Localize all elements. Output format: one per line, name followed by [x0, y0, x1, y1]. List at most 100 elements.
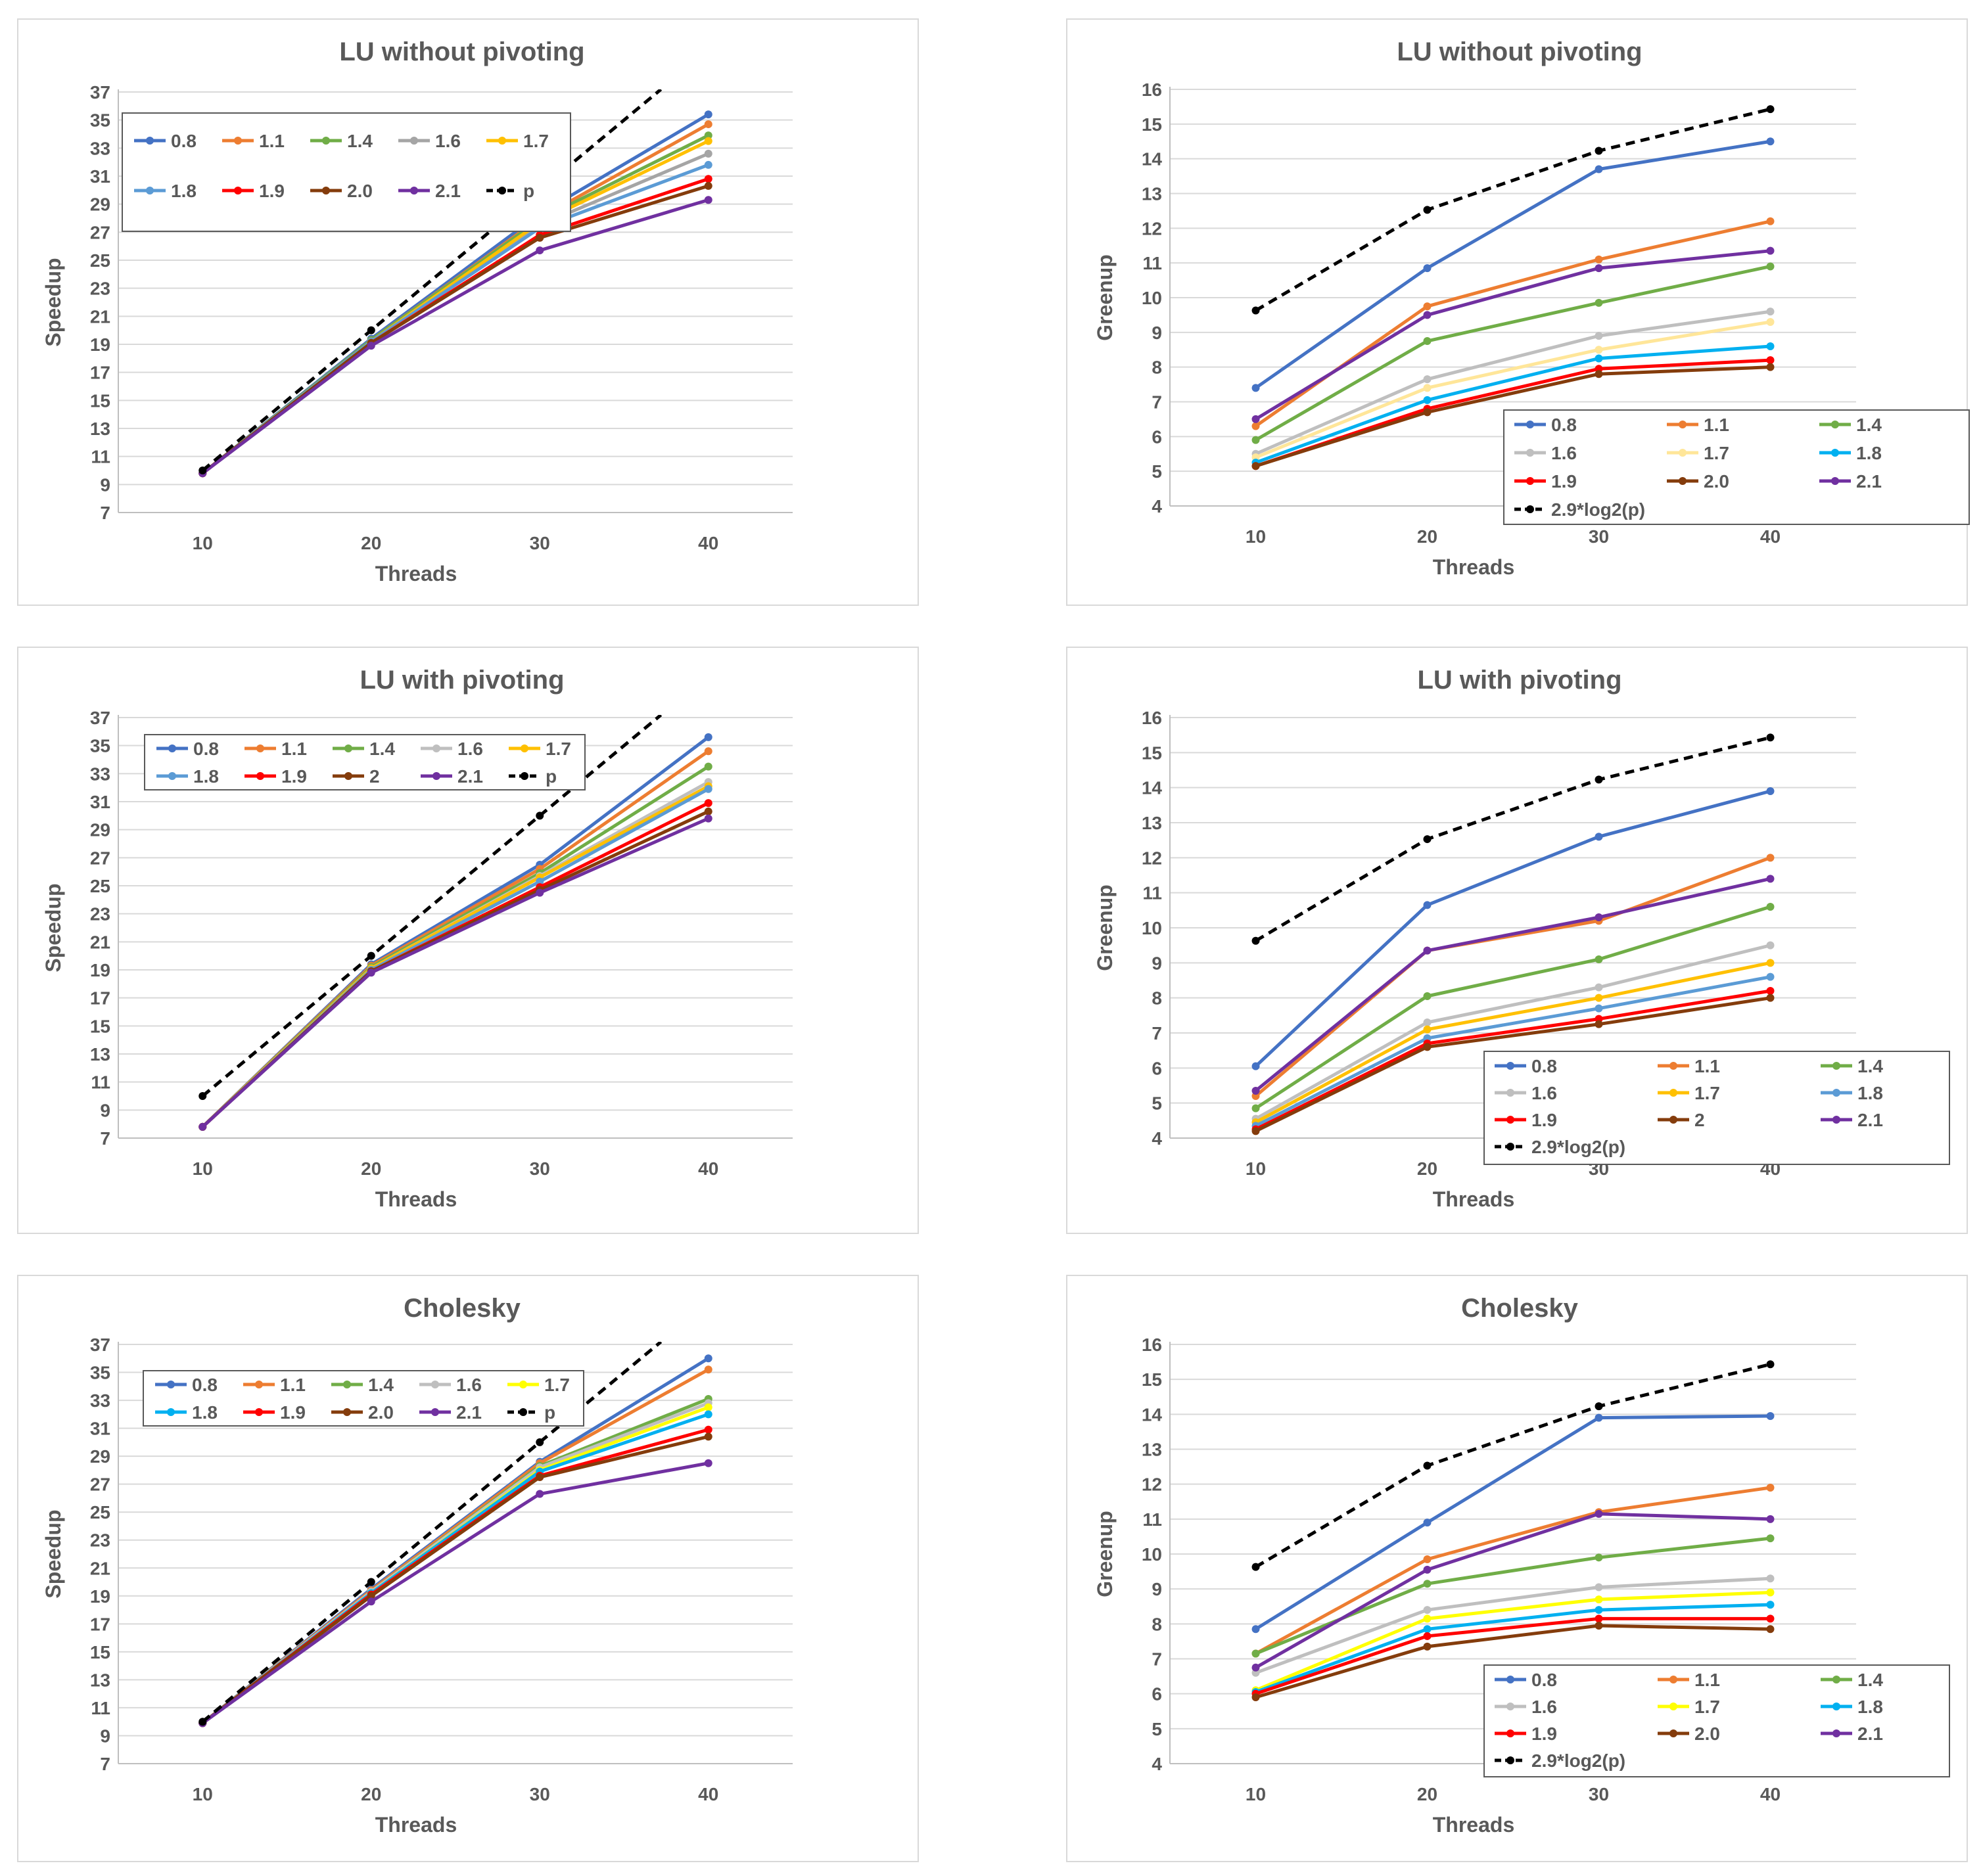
- y-tick-label: 23: [90, 904, 110, 925]
- data-point-1.9: [1595, 1614, 1603, 1623]
- data-point-2.1: [367, 342, 375, 350]
- y-tick-label: 12: [1142, 218, 1162, 239]
- data-point-0.8: [1423, 901, 1432, 909]
- chart-panel-speedup-cholesky: Cholesky 7 9 11 13 15 17 19 21 23 25 27 29 31 33 35 37 10…: [17, 1275, 919, 1862]
- legend-marker-1.8: [168, 772, 176, 780]
- data-point-1.1: [1251, 422, 1260, 430]
- y-tick-label: 11: [91, 1698, 110, 1718]
- y-tick-label: 31: [90, 792, 110, 812]
- legend-label: 1.8: [192, 1402, 218, 1423]
- legend-marker-1.8: [1832, 1089, 1840, 1097]
- x-tick-label: 30: [530, 533, 550, 553]
- y-tick-label: 8: [1152, 1614, 1162, 1634]
- legend-marker-1.4: [343, 1381, 351, 1388]
- legend-label: 1.9: [280, 1402, 306, 1423]
- y-tick-label: 7: [100, 1754, 110, 1774]
- data-point-2.0: [1251, 1693, 1260, 1701]
- y-axis-title: Speedup: [41, 1509, 65, 1598]
- y-tick-label: 29: [90, 1446, 110, 1467]
- data-point-0.8: [1423, 1519, 1432, 1527]
- legend-label: 0.8: [171, 131, 197, 151]
- legend: 0.8 1.1 1.4 1.6 1.7 1.8 1.9 2 2.1 2.9*log2(p): [1483, 1051, 1950, 1165]
- legend-label: 0.8: [1531, 1670, 1557, 1690]
- legend-marker-2.1: [431, 1408, 439, 1416]
- data-point-1.8: [1766, 342, 1775, 350]
- legend-label: 2.0: [368, 1402, 394, 1423]
- y-tick-label: 27: [90, 1475, 110, 1495]
- data-point-1.7: [1423, 1614, 1432, 1623]
- data-point-1.4: [1251, 1104, 1260, 1112]
- chart-title: LU without pivoting: [1397, 37, 1642, 66]
- y-tick-label: 19: [90, 334, 110, 355]
- data-point-1.7: [1595, 1595, 1603, 1604]
- legend-marker-2: [1669, 1116, 1677, 1124]
- plot-area: [1251, 733, 1775, 1135]
- data-point-1.7: [1595, 346, 1603, 354]
- data-point-1.9: [704, 1425, 712, 1434]
- y-tick-label: 23: [90, 279, 110, 299]
- legend-marker-1.6: [410, 137, 418, 145]
- legend-box: [1483, 1051, 1950, 1165]
- legend-marker-1.1: [234, 137, 242, 145]
- data-point-0.8: [1766, 1411, 1775, 1420]
- y-tick-label: 11: [1142, 1509, 1162, 1530]
- data-point-1.8: [1423, 1625, 1432, 1634]
- data-point-0.8: [1766, 137, 1775, 146]
- chart-svg: LU without pivoting 4 5 6 7 8 9 10 11 12 13 14 15 16 1…: [1093, 37, 1970, 579]
- data-point-0.8: [1423, 264, 1432, 273]
- legend-marker-1.9: [1526, 477, 1534, 485]
- x-tick-label: 20: [1417, 526, 1437, 547]
- y-tick-label: 9: [1152, 323, 1162, 343]
- legend-marker-1.1: [1679, 421, 1687, 428]
- data-point-0.8: [1251, 1625, 1260, 1634]
- legend-marker-1.6: [431, 1381, 439, 1388]
- legend-label: 1.7: [544, 1375, 570, 1395]
- y-tick-label: 19: [90, 1586, 110, 1607]
- data-point-2.1: [536, 246, 544, 255]
- data-point-1.4: [1595, 1553, 1603, 1562]
- legend-label: 2.9*log2(p): [1551, 499, 1645, 520]
- data-point-2.0: [704, 181, 712, 190]
- y-tick-label: 14: [1142, 1404, 1163, 1425]
- legend-marker-1.4: [1832, 1062, 1840, 1070]
- data-point-1.8: [704, 785, 712, 793]
- legend-box: [1503, 409, 1970, 525]
- y-tick-label: 4: [1152, 1128, 1162, 1149]
- legend: 0.8 1.1 1.4 1.6 1.7 1.8 1.9 2.0 2.1 p: [143, 1370, 584, 1427]
- legend-label: 2.9*log2(p): [1531, 1137, 1625, 1157]
- x-tick-label: 10: [193, 1158, 213, 1179]
- series-line-1.8: [1255, 975, 1771, 1128]
- data-point-2.0: [1423, 408, 1432, 417]
- y-tick-label: 11: [1142, 253, 1162, 273]
- data-point-2.9*log2(p): [1766, 733, 1775, 742]
- y-tick-label: 14: [1142, 778, 1163, 798]
- legend-label: 1.8: [1857, 1697, 1883, 1717]
- data-point-1.6: [1423, 1018, 1432, 1026]
- x-tick-label: 40: [698, 1784, 718, 1804]
- series-line-1.6: [1255, 309, 1771, 456]
- y-tick-label: 9: [100, 474, 110, 495]
- data-point-2.0: [1251, 462, 1260, 470]
- legend-marker-0.8: [146, 137, 154, 145]
- data-point-1.1: [704, 120, 712, 129]
- data-point-1.7: [1766, 959, 1775, 967]
- legend-label: 1.7: [546, 739, 571, 759]
- legend-label: 1.4: [368, 1375, 394, 1395]
- data-point-2.1: [1595, 264, 1603, 273]
- data-point-2.1: [704, 814, 712, 823]
- series-line-2.9*log2(p): [1255, 735, 1771, 942]
- data-point-2.1: [1423, 1565, 1432, 1574]
- x-tick-label: 30: [1589, 526, 1609, 547]
- legend-marker-1.7: [1679, 449, 1687, 457]
- x-tick-label: 40: [1760, 526, 1781, 547]
- series-line-2.1: [201, 198, 709, 475]
- y-tick-label: 37: [90, 1335, 110, 1355]
- legend-marker-0.8: [167, 1381, 175, 1388]
- y-tick-label: 21: [90, 932, 110, 952]
- legend-label: 1.9: [1551, 471, 1577, 492]
- series-line-0.8: [1255, 1414, 1771, 1631]
- legend-marker-2.0: [1669, 1729, 1677, 1737]
- y-tick-label: 5: [1152, 1093, 1162, 1114]
- y-tick-label: 16: [1142, 80, 1162, 100]
- series-line-1.1: [1254, 856, 1771, 1097]
